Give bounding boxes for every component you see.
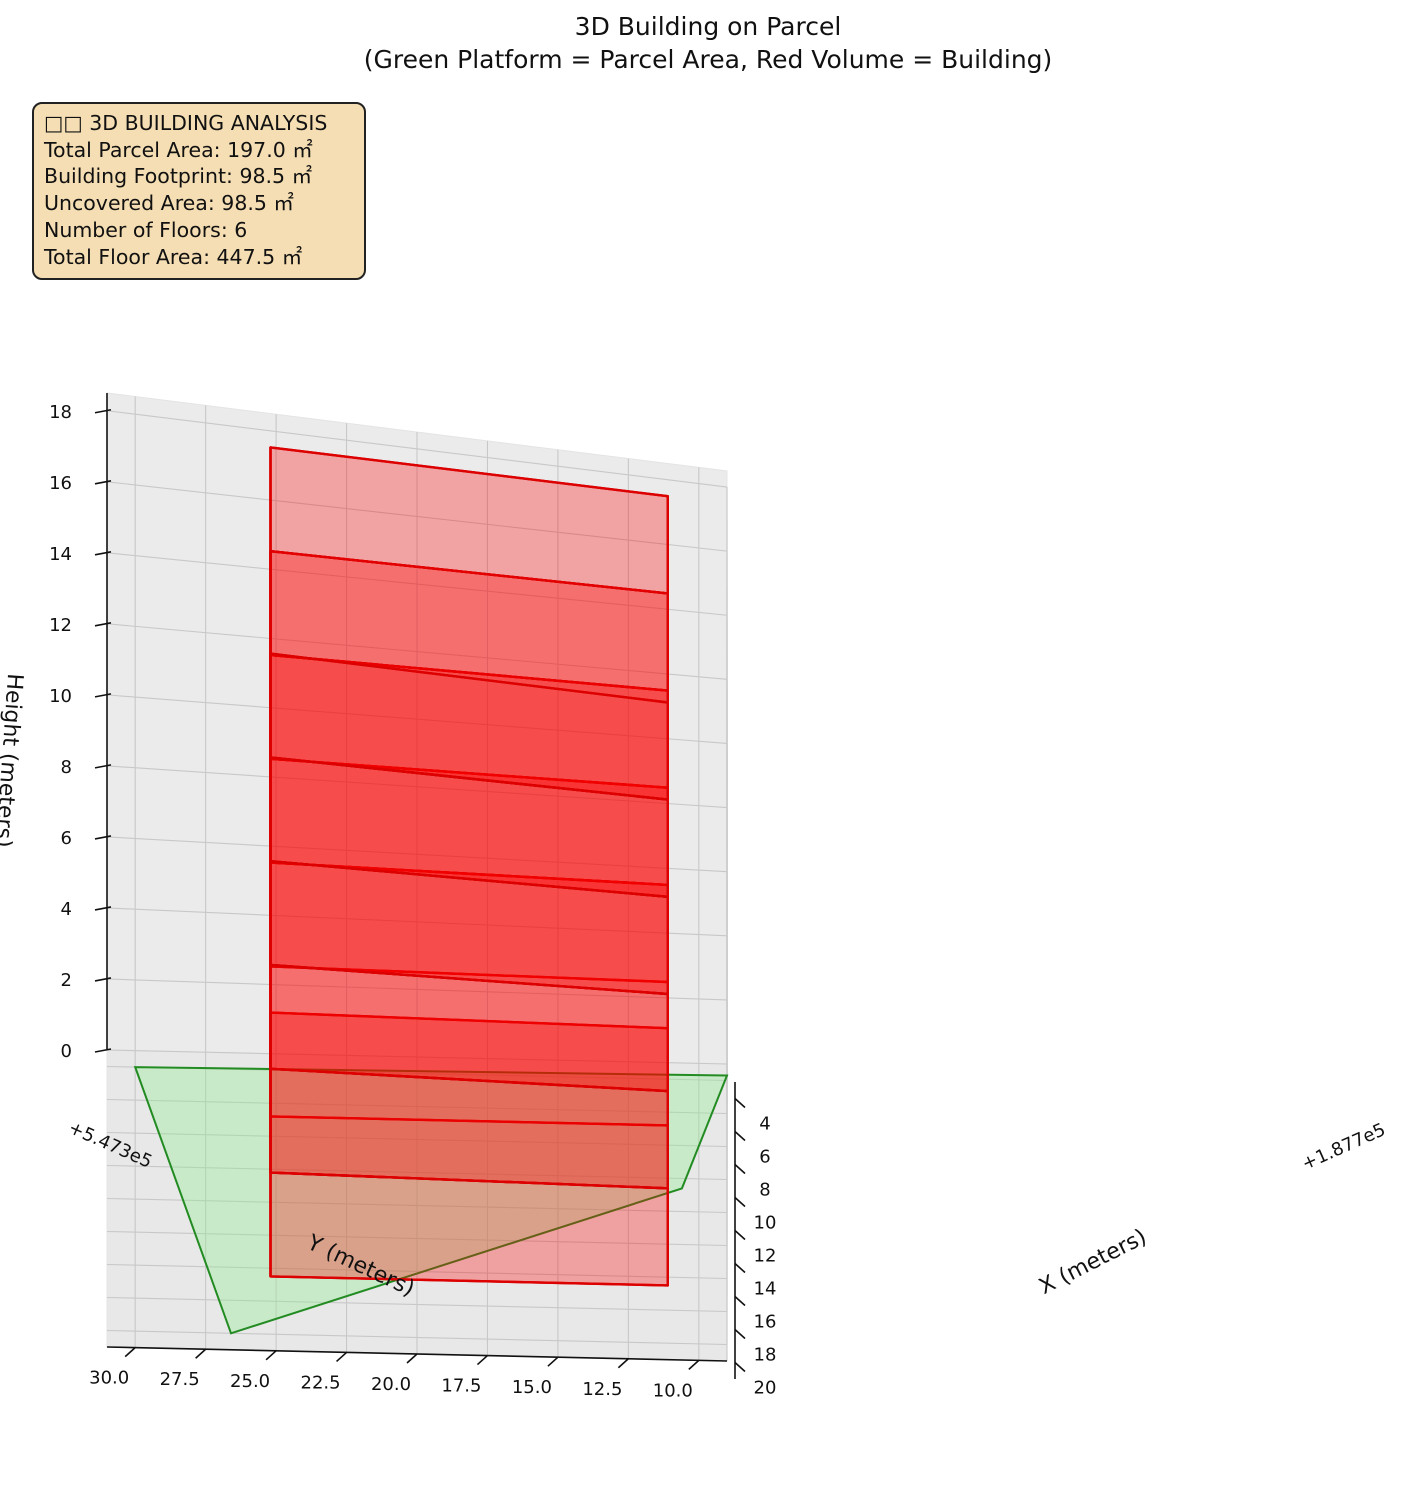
gridline-z-ywall [106, 552, 728, 616]
z-tick-mark [94, 764, 112, 769]
z-tick-label: 14 [49, 544, 72, 565]
y-tick-label: 25.0 [230, 1371, 270, 1392]
z-tick-mark [94, 835, 112, 840]
x-tick-label: 16 [754, 1312, 777, 1333]
x-tick-label: 12 [754, 1246, 777, 1267]
info-total-floor-area: Total Floor Area: 447.5 ㎡ [44, 244, 303, 269]
gridline-z-ywall [106, 410, 728, 488]
building-floor-6-face-6 [269, 446, 669, 704]
y-tick-mark [547, 1356, 559, 1367]
x-axis-label: X (meters) [1035, 1225, 1150, 1300]
z-tick-label: 6 [61, 828, 72, 849]
gridline-z-ywall [106, 481, 728, 552]
gridline-z-ywall [106, 623, 728, 680]
y-tick-label: 15.0 [512, 1377, 552, 1398]
y-tick-mark [617, 1358, 629, 1369]
z-tick-mark [94, 551, 112, 556]
x-tick-mark [734, 1361, 746, 1373]
z-tick-label: 2 [61, 970, 72, 991]
z-tick-label: 4 [61, 899, 72, 920]
z-tick-label: 16 [49, 473, 72, 494]
z-tick-label: 12 [49, 615, 72, 636]
building-floor-1-face-4 [269, 1171, 669, 1287]
x-tick-label: 14 [754, 1279, 777, 1300]
x-tick-mark [734, 1196, 746, 1208]
x-tick-mark [734, 1229, 746, 1241]
analysis-info-box: □□ 3D BUILDING ANALYSIS Total Parcel Are… [32, 102, 366, 280]
z-tick-mark [94, 1048, 112, 1053]
y-tick-label: 22.5 [301, 1372, 341, 1393]
z-tick-mark [94, 906, 112, 911]
info-total-parcel-area: Total Parcel Area: 197.0 ㎡ [44, 137, 313, 162]
gridline-z-ywall [106, 765, 728, 809]
y-tick-mark [195, 1348, 207, 1359]
y-tick-label: 17.5 [441, 1376, 481, 1397]
z-tick-label: 0 [61, 1041, 72, 1062]
y-tick-mark [406, 1353, 418, 1364]
x-tick-label: 18 [754, 1345, 777, 1366]
z-tick-mark [94, 977, 112, 982]
y-tick-label: 27.5 [160, 1369, 200, 1390]
y-tick-mark [688, 1359, 700, 1370]
y-tick-label: 20.0 [371, 1374, 411, 1395]
y-tick-mark [476, 1354, 488, 1366]
info-heading: □□ 3D BUILDING ANALYSIS [44, 111, 328, 135]
z-tick-mark [94, 479, 112, 485]
gridline-z-ywall [106, 1049, 728, 1065]
x-tick-label: 20 [754, 1378, 777, 1399]
parcel-platform [133, 1066, 729, 1335]
gridline-z-ywall [106, 836, 728, 873]
y-tick-mark [124, 1347, 136, 1358]
gridline-z-ywall [106, 978, 728, 1001]
x-tick-mark [734, 1262, 746, 1274]
y-tick-mark [336, 1351, 348, 1363]
chart-title: 3D Building on Parcel [574, 12, 842, 41]
info-building-footprint: Building Footprint: 98.5 ㎡ [44, 164, 313, 189]
z-tick-label: 8 [61, 757, 72, 778]
x-tick-label: 10 [754, 1213, 777, 1234]
gridline-z-ywall [106, 907, 728, 937]
y-tick-mark [265, 1350, 277, 1361]
x-tick-label: 6 [759, 1147, 770, 1168]
x-tick-mark [734, 1097, 746, 1109]
x-tick-label: 8 [759, 1180, 770, 1201]
z-tick-mark [94, 408, 112, 414]
x-tick-mark [734, 1130, 746, 1142]
x-tick-mark [734, 1163, 746, 1175]
z-tick-mark [94, 693, 112, 698]
x-tick-mark [734, 1295, 746, 1307]
chart-subtitle: (Green Platform = Parcel Area, Red Volum… [363, 45, 1053, 74]
y-tick-label: 10.0 [653, 1380, 693, 1401]
x-tick-label: 4 [759, 1114, 770, 1135]
y-tick-label: 30.0 [89, 1368, 129, 1389]
info-uncovered-area: Uncovered Area: 98.5 ㎡ [44, 191, 294, 216]
z-tick-label: 18 [49, 402, 72, 423]
x-tick-mark [734, 1328, 746, 1340]
y-tick-label: 12.5 [582, 1379, 622, 1400]
z-axis-label: Height (meters) [0, 673, 27, 849]
z-tick-label: 10 [49, 686, 72, 707]
gridline-z-ywall [106, 694, 728, 745]
z-tick-mark [94, 622, 112, 627]
info-number-of-floors: Number of Floors: 6 [44, 217, 248, 242]
x-axis-offset: +1.877e5 [1299, 1119, 1389, 1174]
